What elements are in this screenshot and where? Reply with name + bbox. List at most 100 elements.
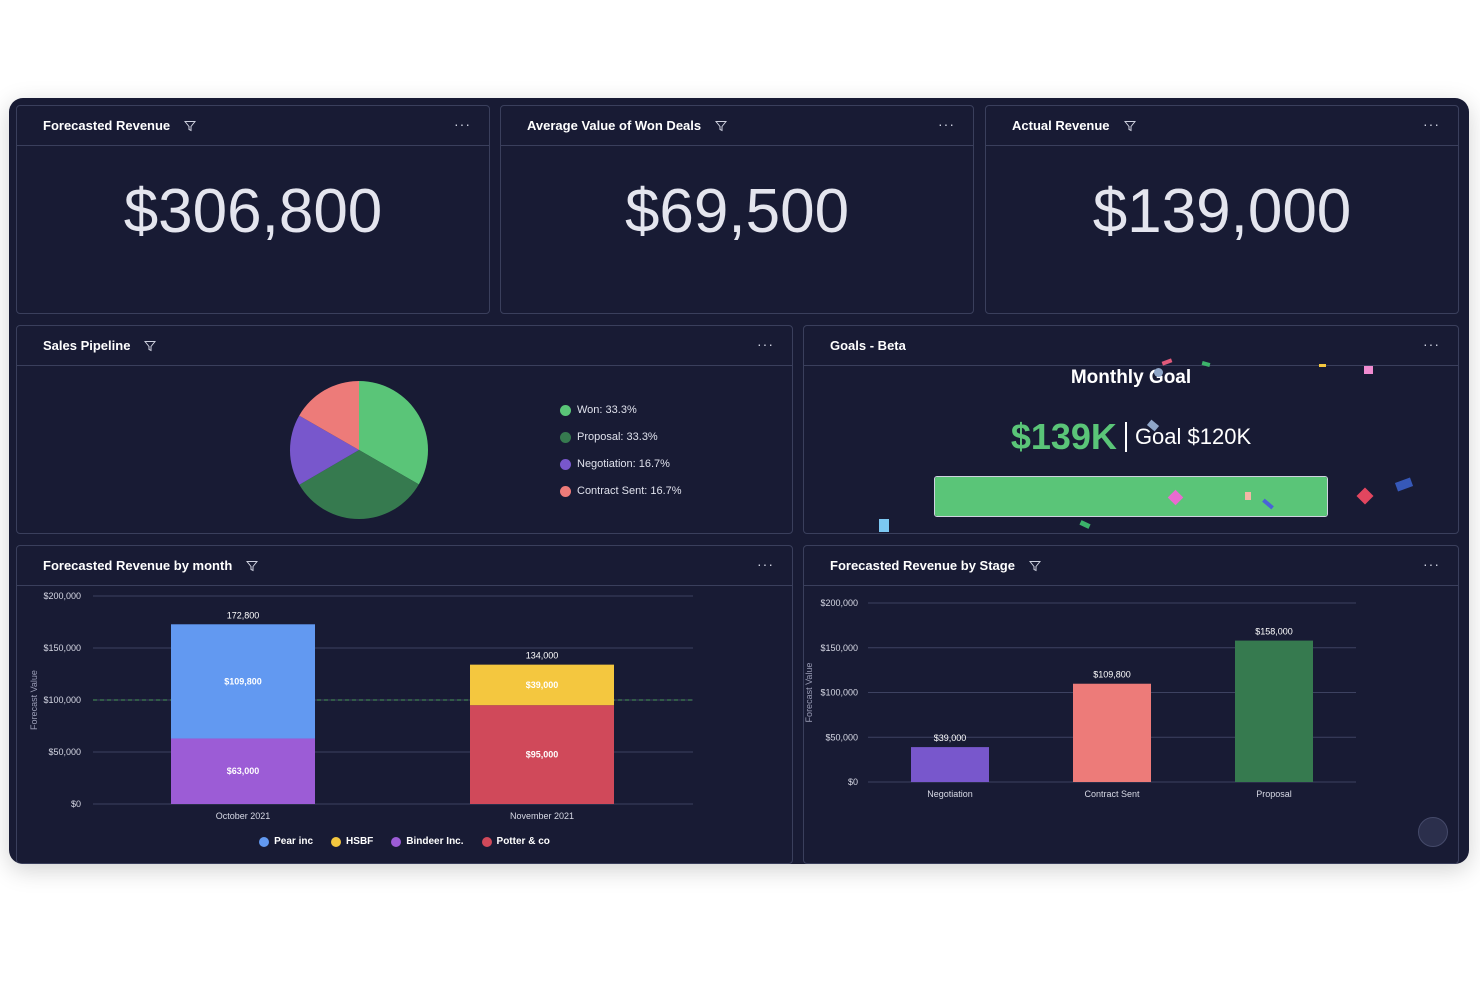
goal-current-value: $139K <box>1010 416 1117 457</box>
pie-slice-contract-sent[interactable] <box>299 381 359 450</box>
bar-negotiation[interactable] <box>911 747 989 782</box>
legend-label: Proposal: 33.3% <box>577 431 658 443</box>
confetti-piece <box>879 519 889 532</box>
filter-icon[interactable] <box>715 120 728 132</box>
more-options-icon[interactable]: ··· <box>1423 336 1440 352</box>
legend-label: Contract Sent: 16.7% <box>577 485 682 497</box>
legend-item-potter-co[interactable]: Potter & co <box>481 836 550 847</box>
widget-header: Actual Revenue ··· <box>986 106 1458 146</box>
y-tick-label: $200,000 <box>43 591 81 601</box>
bar-value-label: $39,000 <box>526 680 559 690</box>
more-options-icon[interactable]: ··· <box>1423 116 1440 132</box>
filter-icon[interactable] <box>246 560 259 572</box>
bar-total-label: 134,000 <box>526 651 559 661</box>
x-tick-label: Proposal <box>1256 789 1292 799</box>
widget-title: Forecasted Revenue by month <box>43 558 233 573</box>
bar-value-label: $63,000 <box>227 766 260 776</box>
y-tick-label: $0 <box>71 799 81 809</box>
legend-item-proposal[interactable]: Proposal: 33.3% <box>560 431 682 443</box>
more-options-icon[interactable]: ··· <box>454 116 471 132</box>
legend-item-negotiation[interactable]: Negotiation: 16.7% <box>560 458 682 470</box>
widget-actual-revenue: Actual Revenue ··· $139,000 <box>985 105 1459 314</box>
legend-dot <box>481 836 492 847</box>
legend-label: HSBF <box>346 836 374 847</box>
widget-goals: Goals - Beta ··· Monthly Goal $139K Goal… <box>803 325 1459 534</box>
bar-value-label: $95,000 <box>526 750 559 760</box>
y-tick-label: $150,000 <box>820 643 858 653</box>
y-axis-label: Forecast Value <box>804 663 814 723</box>
x-tick-label: Negotiation <box>927 789 973 799</box>
bar-segment-potter-co[interactable] <box>470 705 614 804</box>
kpi-value: $306,800 <box>123 177 383 246</box>
y-tick-label: $0 <box>848 777 858 787</box>
goal-summary: $139K Goal $120K <box>804 416 1458 458</box>
widget-revenue-by-month: Forecasted Revenue by month ··· $0 $50,00… <box>16 545 793 864</box>
legend-item-hsbf[interactable]: HSBF <box>331 836 373 847</box>
confetti-piece <box>1154 368 1163 377</box>
confetti-piece <box>1394 477 1414 492</box>
widget-title: Actual Revenue <box>1012 118 1110 133</box>
legend-dot <box>560 431 571 443</box>
legend-item-won[interactable]: Won: 33.3% <box>560 404 682 416</box>
legend-dot <box>259 836 270 847</box>
y-tick-label: $200,000 <box>820 598 858 608</box>
legend-label: Won: 33.3% <box>577 404 637 416</box>
widget-sales-pipeline: Sales Pipeline ··· Won: 33.3% Proposal: … <box>16 325 793 534</box>
filter-icon[interactable] <box>1028 560 1041 572</box>
widget-forecasted-revenue: Forecasted Revenue ··· $306,800 <box>16 105 490 314</box>
widget-title: Sales Pipeline <box>43 338 131 353</box>
y-tick-label: $150,000 <box>43 643 81 653</box>
y-tick-label: $100,000 <box>820 688 858 698</box>
legend-dot <box>560 404 571 416</box>
widget-header: Goals - Beta ··· <box>804 326 1458 366</box>
goal-progress-bar <box>934 476 1328 517</box>
widget-header: Sales Pipeline ··· <box>17 326 792 366</box>
legend-item-bindeer-inc[interactable]: Bindeer Inc. <box>391 836 464 847</box>
legend-dot <box>560 458 571 470</box>
bar-segment-bindeer-inc-[interactable] <box>171 738 315 804</box>
assistant-badge-icon[interactable] <box>1418 817 1448 847</box>
pie-slice-proposal[interactable] <box>299 450 419 519</box>
bar-value-label: $39,000 <box>934 733 967 743</box>
widget-average-won-deals: Average Value of Won Deals ··· $69,500 <box>500 105 974 314</box>
confetti-piece <box>1079 520 1091 529</box>
widget-revenue-by-stage: Forecasted Revenue by Stage ··· $0 $50,00… <box>803 545 1459 864</box>
y-tick-label: $50,000 <box>825 732 858 742</box>
widget-header: Forecasted Revenue by month ··· <box>17 546 792 586</box>
legend-label: Potter & co <box>496 836 550 847</box>
pie-slice-won[interactable] <box>359 381 428 485</box>
pie-slice-negotiation[interactable] <box>290 415 359 485</box>
legend-item-pear-inc[interactable]: Pear inc <box>259 836 313 847</box>
kpi-value: $139,000 <box>1092 177 1352 246</box>
revenue-by-month-chart: $0 $50,000 $100,000 $150,000 $200,000 Forecas… <box>29 591 693 821</box>
filter-icon[interactable] <box>144 340 157 352</box>
confetti-piece <box>1356 487 1374 505</box>
more-options-icon[interactable]: ··· <box>1423 556 1440 572</box>
widget-title: Forecasted Revenue <box>43 118 171 133</box>
widget-header: Average Value of Won Deals ··· <box>501 106 973 146</box>
widget-header: Forecasted Revenue by Stage ··· <box>804 546 1458 586</box>
pipeline-pie-chart <box>290 381 428 519</box>
y-axis-label: Forecast Value <box>29 670 39 730</box>
legend-label: Bindeer Inc. <box>406 836 464 847</box>
bar-segment-pear-inc[interactable] <box>171 624 315 739</box>
more-options-icon[interactable]: ··· <box>938 116 955 132</box>
more-options-icon[interactable]: ··· <box>757 336 774 352</box>
revenue-by-stage-chart: $0 $50,000 $100,000 $150,000 $200,000 Forecas… <box>804 598 1356 799</box>
bar-total-label: 172,800 <box>227 610 260 620</box>
more-options-icon[interactable]: ··· <box>757 556 774 572</box>
bar-segment-hsbf[interactable] <box>470 664 614 706</box>
legend-dot <box>331 836 342 847</box>
filter-icon[interactable] <box>184 120 197 132</box>
legend-item-contract-sent[interactable]: Contract Sent: 16.7% <box>560 485 682 497</box>
goal-separator <box>1124 422 1127 452</box>
goal-progress-fill <box>935 477 1327 516</box>
widget-title: Average Value of Won Deals <box>527 118 702 133</box>
bar-proposal[interactable] <box>1235 640 1313 782</box>
month-chart-legend: Pear inc HSBF Bindeer Inc. Potter & co <box>17 836 792 847</box>
bar-contract-sent[interactable] <box>1073 683 1151 782</box>
dashboard-board: Forecasted Revenue ··· $306,800 Average … <box>9 98 1469 864</box>
filter-icon[interactable] <box>1123 120 1136 132</box>
confetti-piece <box>1245 492 1251 500</box>
pipeline-legend: Won: 33.3% Proposal: 33.3% Negotiation: … <box>560 404 682 512</box>
